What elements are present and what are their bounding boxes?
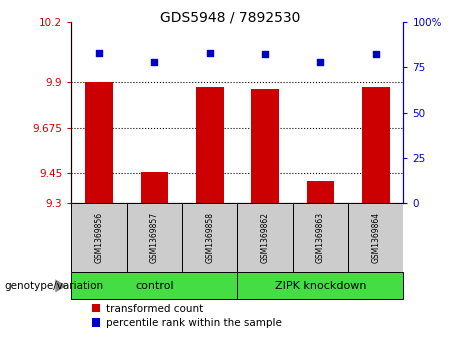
Bar — [196, 87, 224, 203]
Point — [317, 59, 324, 65]
Text: ZIPK knockdown: ZIPK knockdown — [275, 281, 366, 291]
Text: GSM1369858: GSM1369858 — [205, 212, 214, 263]
Bar — [182, 203, 237, 272]
Text: percentile rank within the sample: percentile rank within the sample — [106, 318, 282, 328]
Text: GSM1369863: GSM1369863 — [316, 212, 325, 263]
Text: GSM1369862: GSM1369862 — [260, 212, 270, 263]
Bar — [348, 203, 403, 272]
Bar — [293, 203, 348, 272]
Text: transformed count: transformed count — [106, 303, 203, 314]
Bar — [71, 272, 237, 299]
Text: GSM1369864: GSM1369864 — [371, 212, 380, 263]
Bar — [92, 304, 100, 312]
Bar — [307, 181, 334, 203]
Point — [206, 50, 213, 56]
Point — [372, 52, 379, 57]
Bar — [362, 87, 390, 203]
Point — [151, 59, 158, 65]
Bar — [251, 89, 279, 203]
Point — [261, 52, 269, 57]
Bar — [237, 272, 403, 299]
Bar — [92, 318, 100, 327]
Text: GSM1369856: GSM1369856 — [95, 212, 104, 263]
Text: GSM1369857: GSM1369857 — [150, 212, 159, 263]
Bar — [127, 203, 182, 272]
Text: control: control — [135, 281, 174, 291]
Bar — [237, 203, 293, 272]
Text: GDS5948 / 7892530: GDS5948 / 7892530 — [160, 11, 301, 25]
Text: genotype/variation: genotype/variation — [5, 281, 104, 291]
Bar — [141, 172, 168, 203]
Point — [95, 50, 103, 56]
Polygon shape — [55, 280, 67, 293]
Bar — [71, 203, 127, 272]
Bar — [85, 82, 113, 203]
